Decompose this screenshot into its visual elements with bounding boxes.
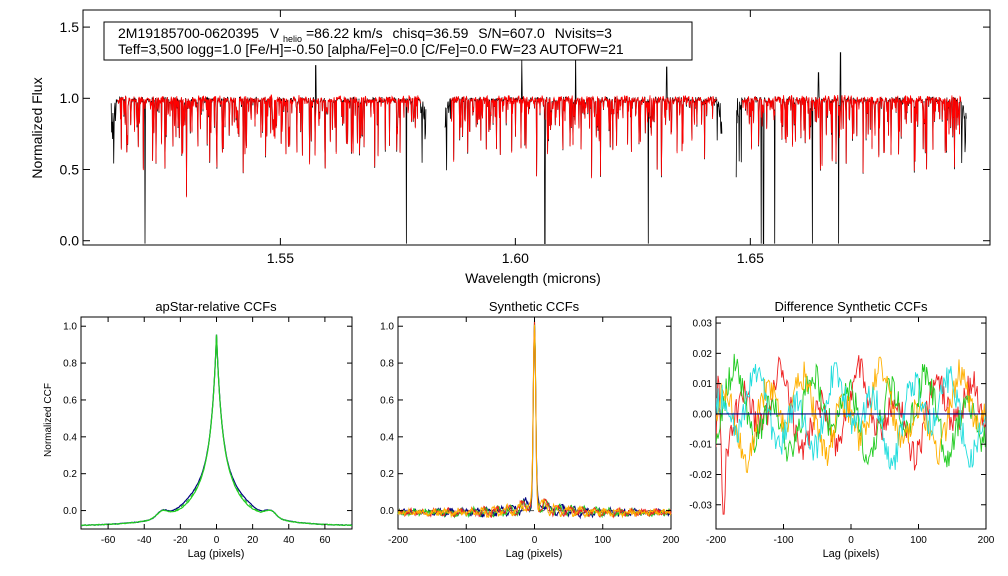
ytick-label: 0.6 <box>63 395 77 406</box>
xtick-label: 60 <box>319 535 331 546</box>
ytick-label: -0.02 <box>689 470 712 481</box>
info-line-1: 2M19185700-0620395 V helio =86.22 km/s c… <box>118 25 612 45</box>
ccf2-title: Synthetic CCFs <box>489 299 580 314</box>
xtick-label: 40 <box>283 535 295 546</box>
model-spectrum-chip-2 <box>450 94 717 179</box>
xtick-label: -100 <box>773 535 793 546</box>
ytick-label: 0.0 <box>63 506 77 517</box>
observed-spectrum-chip-3 <box>735 52 967 245</box>
model-spectrum-chip-1 <box>116 94 421 198</box>
ytick-label: 0.0 <box>60 233 80 249</box>
ccf1-lines <box>80 334 353 527</box>
observed-spectrum-chip-1 <box>110 65 427 244</box>
ccf2-panel: Synthetic CCFs -200 -100 0 100 200 0.0 0.2 0.4 0… <box>380 299 680 560</box>
ytick-label: 0.02 <box>693 349 713 360</box>
xtick-label: -20 <box>173 535 188 546</box>
ytick-label: 0.4 <box>380 432 394 443</box>
ccf3-series-3 <box>716 356 986 474</box>
ccf2-series-1 <box>397 322 672 520</box>
ccf1-ylabel: Normalized CCF <box>43 383 54 457</box>
info-box <box>103 21 693 61</box>
ccf3-series-4 <box>716 362 986 470</box>
xtick-label: 20 <box>247 535 259 546</box>
ccf3-xlabel: Lag (pixels) <box>823 548 880 560</box>
xtick-label: -40 <box>137 535 152 546</box>
spectrum-frame <box>82 9 991 246</box>
vhelio-subscript: helio <box>283 34 302 44</box>
ccf2-series-4 <box>397 324 672 519</box>
ytick-label: 0.01 <box>693 379 713 390</box>
info-line-2: Teff=3,500 logg=1.0 [Fe/H]=-0.50 [alpha/… <box>118 41 624 57</box>
xtick-label: -60 <box>101 535 116 546</box>
xtick-label: 1.55 <box>267 250 294 266</box>
nvisits-value: Nvisits=3 <box>555 25 612 41</box>
chisq-value: chisq=36.59 <box>392 25 468 41</box>
ccf2-ticks: -200 -100 0 100 200 0.0 0.2 0.4 0.6 0.8 1.0 <box>380 317 680 546</box>
ccf2-frame <box>397 316 672 530</box>
ccf3-series-2 <box>716 353 986 468</box>
ytick-label: 0.2 <box>63 469 77 480</box>
ytick-label: -0.01 <box>689 440 712 451</box>
ccf2-series-2 <box>397 319 672 519</box>
ccf1-series-dashed <box>80 334 353 526</box>
ccf3-lines <box>716 353 986 515</box>
ytick-label: -0.03 <box>689 500 712 511</box>
spectrum-xlabel: Wavelength (microns) <box>465 270 601 286</box>
ytick-label: 0.0 <box>380 506 394 517</box>
ytick-label: 1.0 <box>60 90 80 106</box>
ccf2-series-3 <box>397 320 672 519</box>
sn-value: S/N=607.0 <box>478 25 545 41</box>
xtick-label: 0 <box>214 535 220 546</box>
spectrum-ticks: 1.55 1.60 1.65 0.0 0.5 1.0 1.5 <box>60 10 990 266</box>
vhelio-value: =86.22 km/s <box>306 25 383 41</box>
ccf1-title: apStar-relative CCFs <box>155 299 277 314</box>
spectrum-panel: 1.55 1.60 1.65 0.0 0.5 1.0 1.5 2M19185700-0620… <box>29 9 991 286</box>
xtick-label: 200 <box>663 535 680 546</box>
ccf3-ticks: -200 -100 0 100 200 -0.03 -0.02 -0.01 0.00 0.01 0.… <box>689 317 995 546</box>
model-spectrum-chip-3 <box>741 94 962 173</box>
xtick-label: 0 <box>848 535 854 546</box>
ccf1-series-1 <box>80 334 353 527</box>
ccf3-panel: Difference Synthetic CCFs -200 -100 0 100 20… <box>689 299 995 560</box>
ytick-label: 0.5 <box>60 161 80 177</box>
xtick-label: 1.60 <box>502 250 529 266</box>
ytick-label: 0.8 <box>380 359 394 370</box>
ytick-label: 0.4 <box>63 432 77 443</box>
xtick-label: 100 <box>910 535 927 546</box>
xtick-label: 100 <box>594 535 611 546</box>
star-id: 2M19185700-0620395 <box>118 25 259 41</box>
ytick-label: 0.8 <box>63 359 77 370</box>
ytick-label: 1.0 <box>63 322 77 333</box>
ccf1-xlabel: Lag (pixels) <box>188 548 245 560</box>
ytick-label: 0.00 <box>693 409 713 420</box>
ccf2-xlabel: Lag (pixels) <box>506 548 563 560</box>
xtick-label: 1.65 <box>737 250 764 266</box>
spectrum-ylabel: Normalized Flux <box>29 77 45 178</box>
ccf1-series-2 <box>81 334 353 527</box>
xtick-label: -200 <box>706 535 726 546</box>
spectrum-lines <box>110 49 967 245</box>
ytick-label: 1.0 <box>380 322 394 333</box>
xtick-label: 200 <box>978 535 995 546</box>
ccf1-ticks: -60 -40 -20 0 20 40 60 0.0 0.2 0.4 0.6 0.8 1.0 <box>63 317 352 546</box>
ytick-label: 1.5 <box>60 19 80 35</box>
xtick-label: 0 <box>532 535 538 546</box>
ccf2-lines <box>397 319 672 520</box>
ytick-label: 0.2 <box>380 469 394 480</box>
ytick-label: 0.6 <box>380 395 394 406</box>
vhelio-symbol: V <box>270 25 280 41</box>
ytick-label: 0.03 <box>693 319 713 330</box>
ccf3-title: Difference Synthetic CCFs <box>775 299 928 314</box>
xtick-label: -200 <box>388 535 408 546</box>
xtick-label: -100 <box>456 535 476 546</box>
ccf1-panel: apStar-relative CCFs -60 -40 -20 0 20 40 60 0.0… <box>43 299 353 560</box>
